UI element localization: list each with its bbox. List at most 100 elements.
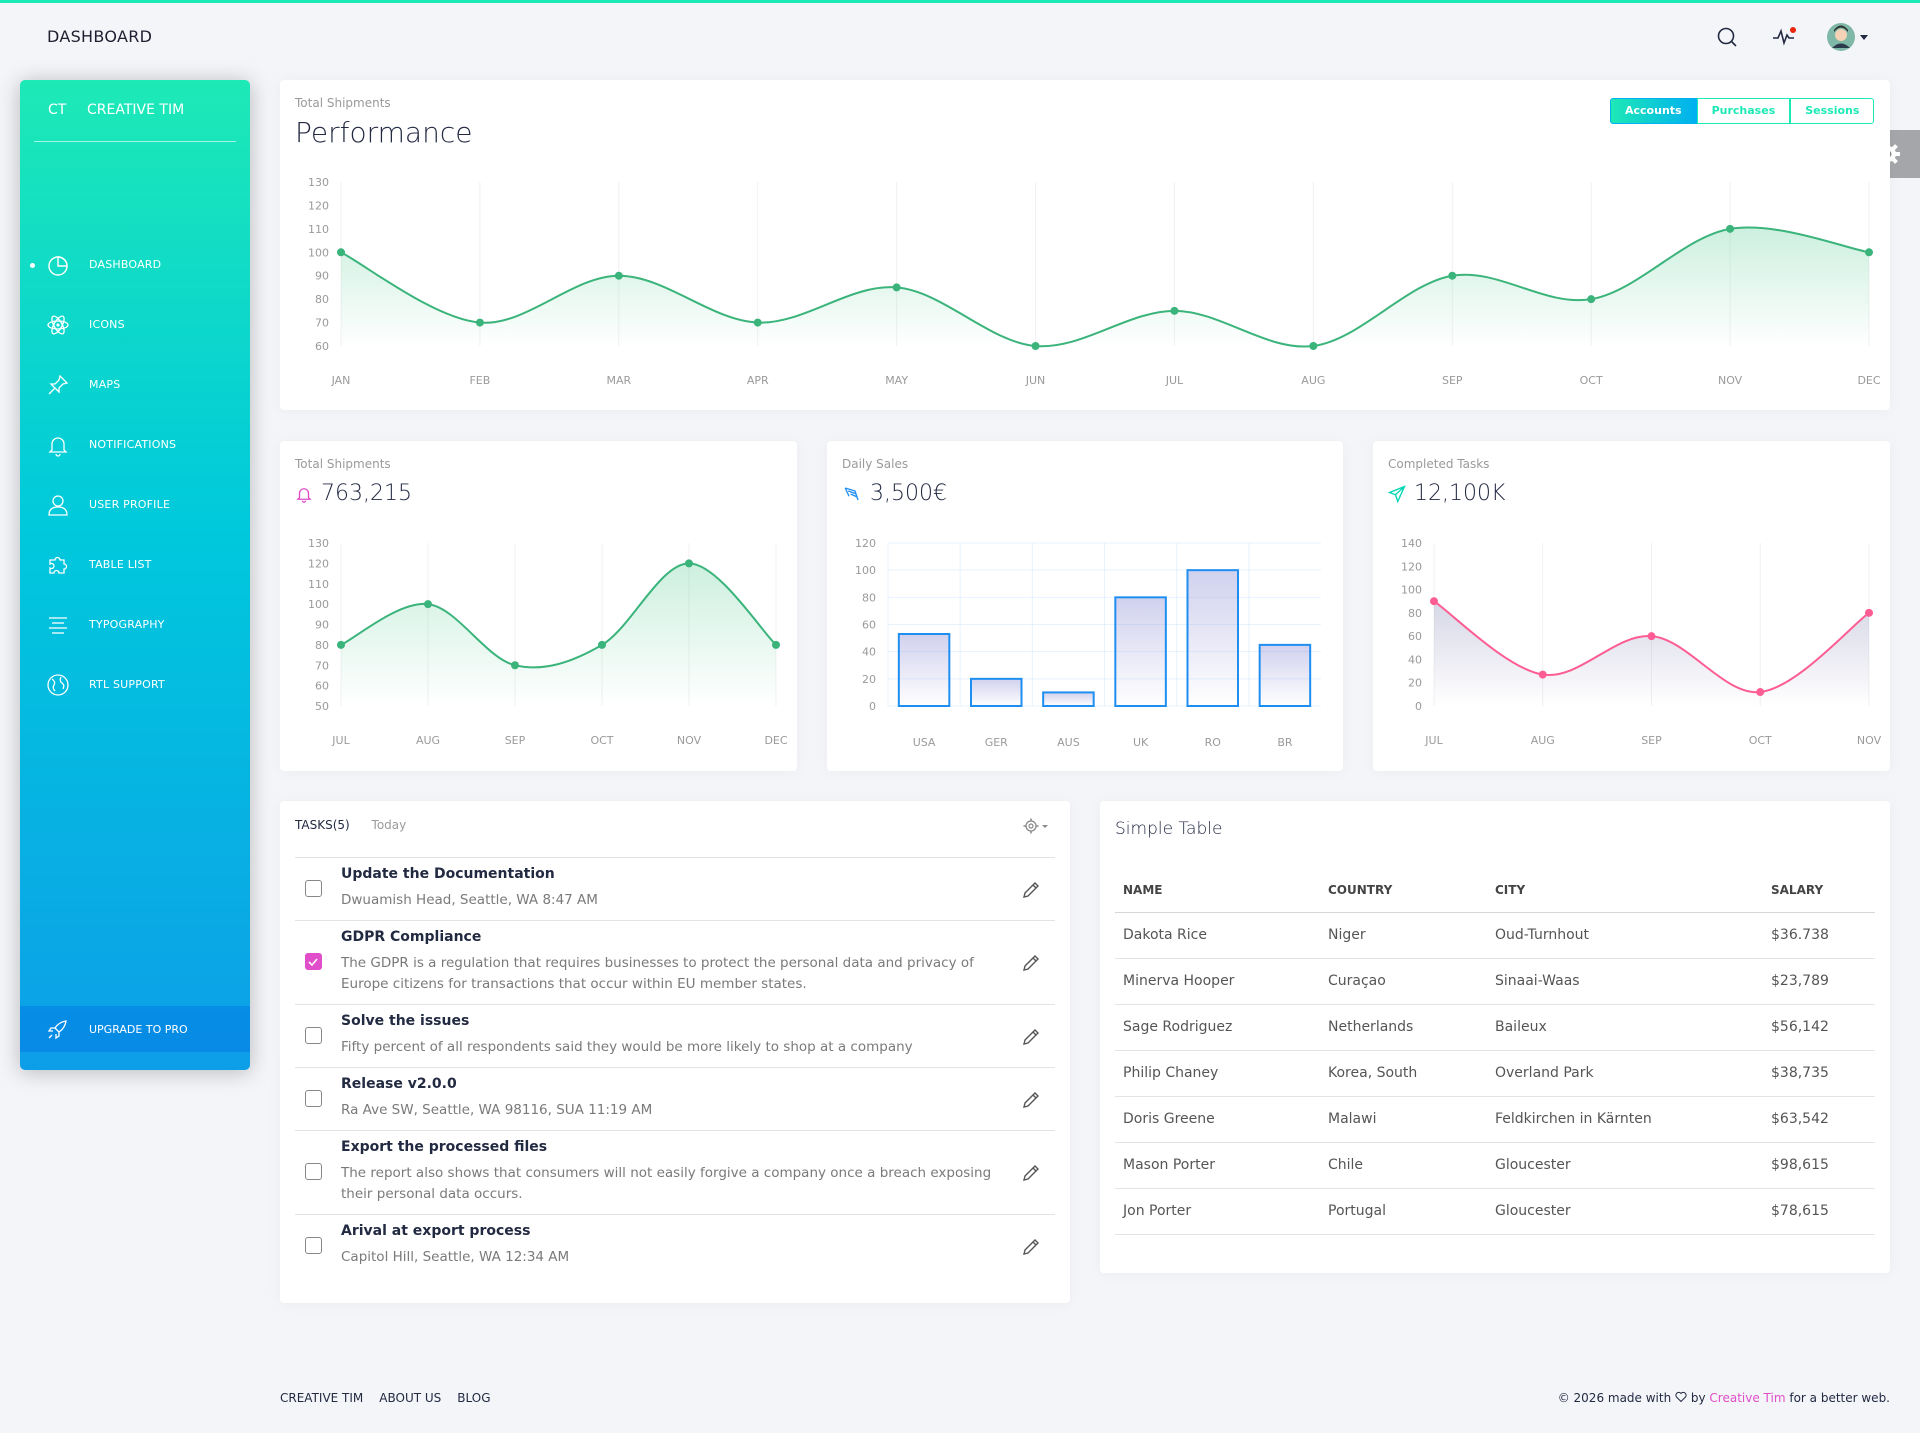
y-tick-label: 80 — [1408, 607, 1422, 620]
sidebar-item-table-list[interactable]: TABLE LIST — [20, 543, 250, 587]
data-point-aug — [1538, 670, 1547, 679]
y-tick-label: 110 — [308, 223, 329, 236]
x-tick-label: OCT — [590, 734, 613, 747]
task-description: The report also shows that consumers wil… — [341, 1165, 992, 1202]
x-tick-label: JUL — [1165, 374, 1184, 387]
navbar-brand[interactable]: DASHBOARD — [47, 27, 153, 46]
active-indicator — [30, 263, 35, 268]
y-tick-label: 120 — [1401, 560, 1422, 573]
avatar[interactable] — [1826, 21, 1872, 53]
sidebar-item-user-profile[interactable]: USER PROFILE — [20, 483, 250, 527]
column-header-city: CITY — [1487, 869, 1763, 913]
tasks-settings-dropdown[interactable] — [1022, 817, 1050, 839]
cell-salary: $78,615 — [1763, 1188, 1875, 1235]
delivery-fast-icon — [844, 486, 859, 500]
toggle-sessions[interactable]: Sessions — [1790, 98, 1875, 124]
toggle-accounts[interactable]: Accounts — [1610, 98, 1697, 124]
activity-icon[interactable] — [1768, 21, 1800, 53]
footer-link-creative-tim[interactable]: CREATIVE TIM — [280, 1391, 364, 1405]
cell-country: Netherlands — [1320, 1004, 1487, 1051]
pencil-icon[interactable] — [1021, 1163, 1041, 1183]
y-tick-label: 100 — [308, 246, 329, 259]
y-tick-label: 60 — [1408, 630, 1422, 643]
task-checkbox-checked[interactable] — [305, 953, 322, 970]
footer-copyright: © 2026 made with by Creative Tim for a b… — [1558, 1391, 1890, 1405]
shipments-line-chart: 50 60 70 80 90 100 110 120 130 JUL AUG SEP OCT NOV DEC — [308, 537, 788, 747]
spaceship-icon — [47, 1020, 67, 1040]
y-tick-label: 90 — [315, 619, 329, 632]
sidebar-item-rtl-support[interactable]: RTL SUPPORT — [20, 663, 250, 707]
data-point-sep — [1647, 632, 1656, 641]
data-point-aug — [1309, 342, 1318, 350]
series-line — [340, 562, 777, 669]
tasks-today: Today — [371, 818, 407, 832]
sidebar-logo[interactable]: CT CREATIVE TIM — [34, 80, 236, 142]
shipments-value: 763,215 — [321, 481, 412, 506]
align-center-icon — [49, 617, 67, 634]
pencil-icon[interactable] — [1021, 880, 1041, 900]
sidebar-item-dashboard[interactable]: DASHBOARD — [20, 243, 250, 287]
pencil-icon[interactable] — [1021, 1027, 1041, 1047]
task-checkbox[interactable] — [305, 1027, 322, 1044]
search-icon[interactable] — [1711, 21, 1743, 53]
y-tick-label: 40 — [1408, 653, 1422, 666]
sidebar-item-icons[interactable]: ICONS — [20, 303, 250, 347]
task-checkbox[interactable] — [305, 1163, 322, 1180]
y-tick-label: 0 — [1415, 700, 1422, 713]
bar-usa — [897, 633, 951, 707]
cell-name: Sage Rodriguez — [1115, 1004, 1320, 1051]
x-tick-label: AUS — [1057, 736, 1080, 749]
completed-tasks-line-chart: 0 20 40 60 80 100 120 140 JUL AUG SEP OCT NOV — [1401, 537, 1882, 747]
data-point-nov — [685, 559, 693, 568]
sidebar-item-label: TYPOGRAPHY — [89, 618, 165, 631]
tasks-card: TASKS(5) Today Update the Documentation … — [280, 801, 1070, 1303]
copyright-link[interactable]: Creative Tim — [1709, 1391, 1786, 1405]
data-point-feb — [475, 318, 484, 327]
table-row: Minerva Hooper Curaçao Sinaai-Waas $23,789 — [1115, 958, 1875, 1005]
task-checkbox[interactable] — [305, 880, 322, 897]
checkmark-icon — [308, 958, 318, 967]
sidebar-item-typography[interactable]: TYPOGRAPHY — [20, 603, 250, 647]
logo-full[interactable]: CREATIVE TIM — [87, 102, 185, 118]
footer-link-about-us[interactable]: ABOUT US — [379, 1391, 442, 1405]
x-tick-label: NOV — [1857, 734, 1882, 747]
completed-tasks-card: Completed Tasks 12,100K 0 20 40 60 80 100 120 1… — [1373, 441, 1890, 771]
task-title: Solve the issues — [341, 1013, 470, 1029]
toggle-purchases[interactable]: Purchases — [1696, 98, 1791, 124]
column-header-salary: SALARY — [1763, 869, 1875, 913]
table-row: Mason Porter Chile Gloucester $98,615 — [1115, 1142, 1875, 1189]
x-tick-label: AUG — [1301, 374, 1325, 387]
pencil-icon[interactable] — [1021, 1237, 1041, 1257]
card-category: Total Shipments — [295, 96, 391, 110]
cell-salary: $36.738 — [1763, 912, 1875, 959]
sidebar-item-label: RTL SUPPORT — [89, 678, 165, 691]
y-tick-label: 110 — [308, 578, 329, 591]
logo-mini[interactable]: CT — [48, 102, 67, 118]
task-checkbox[interactable] — [305, 1090, 322, 1107]
x-tick-label: USA — [913, 736, 936, 749]
bell-icon — [48, 437, 68, 457]
data-point-jun — [1031, 342, 1040, 350]
task-item: Release v2.0.0 Ra Ave SW, Seattle, WA 98… — [295, 1068, 1055, 1131]
data-point-dec — [1865, 248, 1873, 257]
send-icon — [1388, 484, 1406, 503]
world-icon — [47, 674, 69, 696]
task-checkbox[interactable] — [305, 1237, 322, 1254]
footer-link-blog[interactable]: BLOG — [457, 1391, 491, 1405]
upgrade-to-pro-button[interactable]: UPGRADE TO PRO — [20, 1006, 250, 1052]
cell-city: Sinaai-Waas — [1487, 958, 1763, 1005]
pencil-icon[interactable] — [1021, 953, 1041, 973]
sidebar-item-maps[interactable]: MAPS — [20, 363, 250, 407]
sidebar-item-notifications[interactable]: NOTIFICATIONS — [20, 423, 250, 467]
cell-city: Gloucester — [1487, 1142, 1763, 1189]
task-description: Dwuamish Head, Seattle, WA 8:47 AM — [341, 892, 598, 908]
card-category: Daily Sales — [842, 457, 909, 471]
cell-city: Gloucester — [1487, 1188, 1763, 1235]
data-point-jul — [1430, 597, 1438, 606]
x-tick-label: DEC — [1857, 374, 1880, 387]
gear-icon — [1023, 818, 1048, 834]
pencil-icon[interactable] — [1021, 1090, 1041, 1110]
bar-uk — [1114, 596, 1167, 707]
card-title: 12,100K — [1388, 481, 1505, 506]
cell-city: Overland Park — [1487, 1050, 1763, 1097]
